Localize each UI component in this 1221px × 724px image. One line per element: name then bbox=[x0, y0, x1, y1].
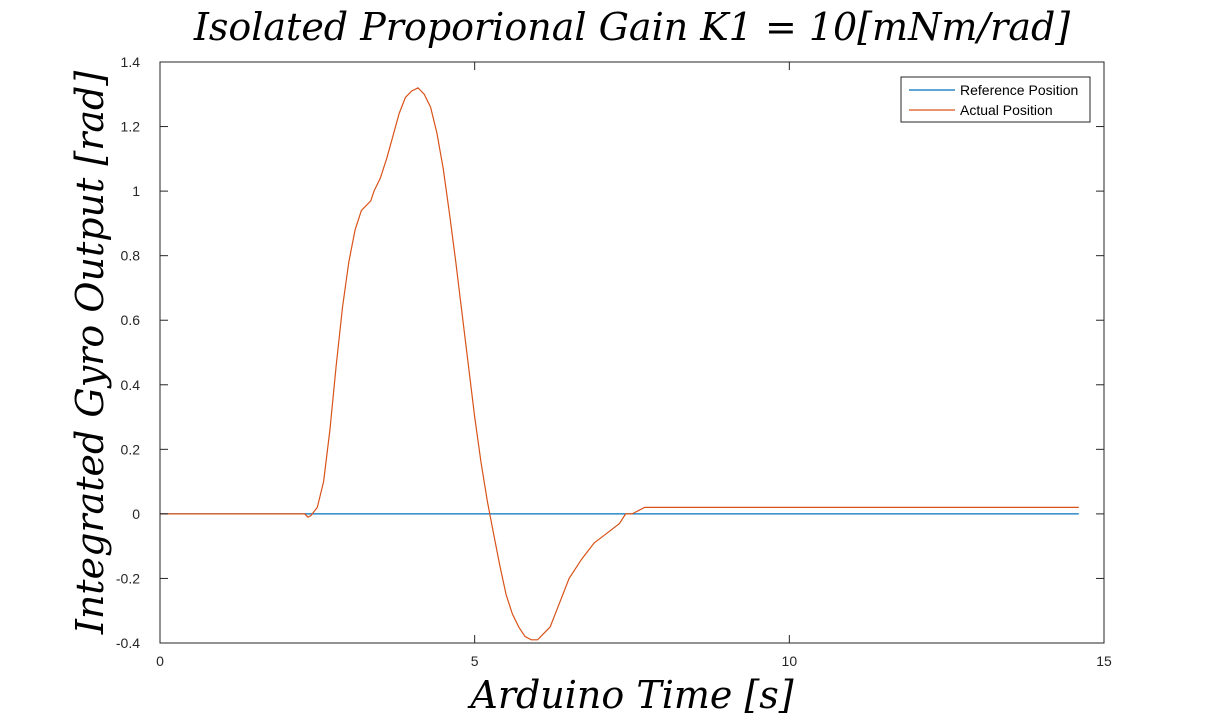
chart-title: Isolated Proporional Gain K1 = 10[mNm/ra… bbox=[193, 5, 1070, 49]
legend-box bbox=[900, 76, 1091, 123]
axis-ticks: 0 5 10 15 -0.4 -0.2 0 0.2 0.4 0.6 0.8 1 1.2 1.4 bbox=[116, 54, 1112, 669]
y-tick-label: 1 bbox=[132, 183, 140, 199]
y-tick-label: 1.2 bbox=[121, 119, 141, 135]
y-tick-label: 0 bbox=[132, 506, 140, 522]
y-tick-label: 1.4 bbox=[121, 54, 141, 70]
y-tick-label: 0.2 bbox=[121, 441, 141, 457]
y-tick-label: 0.8 bbox=[121, 248, 141, 264]
y-tick-label: -0.2 bbox=[116, 570, 140, 586]
axes-frame bbox=[159, 61, 1105, 644]
legend-label-reference: Reference Position bbox=[960, 82, 1078, 98]
y-tick-label: -0.4 bbox=[116, 635, 140, 651]
series-line-actual bbox=[160, 87, 1079, 641]
x-tick-label: 15 bbox=[1096, 653, 1112, 669]
legend: Reference Position Actual Position bbox=[900, 76, 1091, 123]
y-axis-label: Integrated Gyro Output [rad] bbox=[68, 71, 112, 636]
x-tick-label: 5 bbox=[471, 653, 479, 669]
legend-label-actual: Actual Position bbox=[960, 102, 1053, 118]
x-tick-label: 0 bbox=[156, 653, 164, 669]
y-tick-label: 0.4 bbox=[121, 377, 141, 393]
plot-area bbox=[160, 87, 1079, 641]
x-axis-label: Arduino Time [s] bbox=[467, 673, 793, 717]
y-tick-label: 0.6 bbox=[121, 312, 141, 328]
x-tick-label: 10 bbox=[782, 653, 798, 669]
